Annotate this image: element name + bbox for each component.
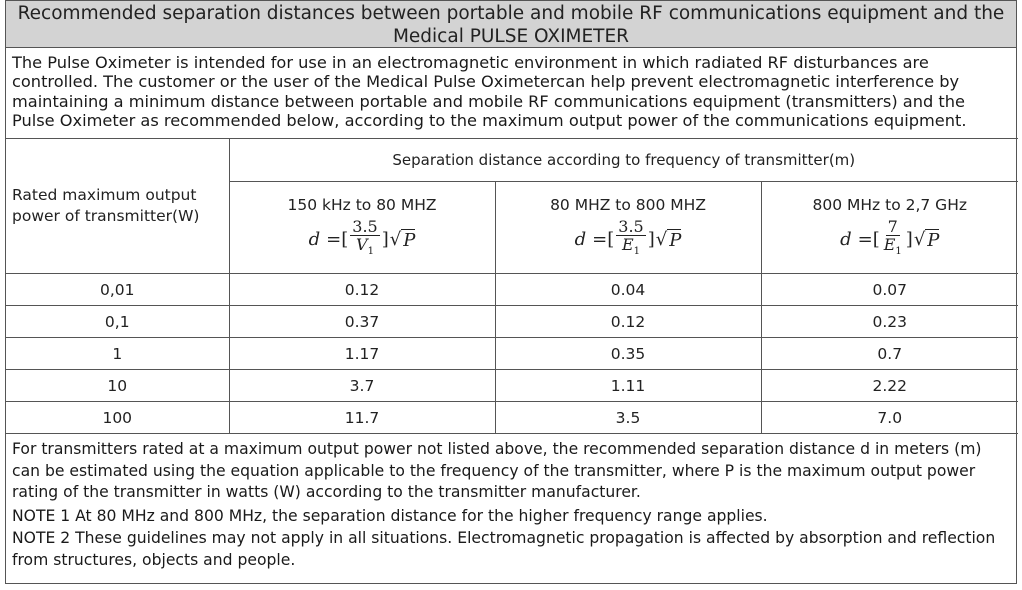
- formula-numerator: 3.5: [616, 217, 646, 237]
- distance-cell: 0.23: [760, 305, 1019, 338]
- power-column-header: Rated maximum output power of transmitte…: [6, 138, 230, 274]
- separation-distance-header: Separation distance according to frequen…: [228, 138, 1019, 182]
- formula-den-symbol: E: [883, 235, 896, 255]
- distance-cell: 1.11: [494, 369, 762, 402]
- frequency-band-header: 800 MHz to 2,7 GHz d =[7 E1] √ P: [760, 181, 1019, 274]
- power-cell: 10: [6, 369, 230, 402]
- table-body: 0,01 0.12 0.04 0.07 0,1 0.37 0.12 0.23 1 1.17 0.35…: [6, 273, 1019, 434]
- formula-den-subscript: 1: [633, 246, 641, 258]
- formula-d: d: [840, 229, 852, 250]
- note-1: NOTE 1 At 80 MHz and 800 MHz, the separa…: [12, 507, 768, 526]
- formula-d: d: [308, 229, 321, 250]
- distance-formula: d =[7 E1] √ P: [840, 218, 940, 260]
- distance-cell: 3.5: [494, 401, 762, 434]
- formula-numerator: 3.5: [350, 217, 380, 237]
- sqrt-symbol: √: [655, 229, 668, 250]
- frequency-band-label: 800 MHz to 2,7 GHz: [812, 196, 967, 215]
- formula-p: P: [925, 228, 940, 251]
- formula-p: P: [667, 228, 682, 251]
- frequency-band-header: 80 MHZ to 800 MHZ d =[3.5 E1] √ P: [494, 181, 762, 274]
- sqrt-symbol: √: [389, 229, 402, 250]
- distance-cell: 1.17: [228, 337, 496, 370]
- distance-cell: 0.37: [228, 305, 496, 338]
- formula-equals: =[: [857, 229, 880, 250]
- distance-cell: 0.12: [494, 305, 762, 338]
- sqrt-symbol: √: [913, 229, 926, 250]
- separation-distance-table: Rated maximum output power of transmitte…: [6, 138, 1019, 434]
- frequency-band-header: 150 kHz to 80 MHZ d =[3.5 V1] √ P: [228, 181, 496, 274]
- formula-den-symbol: E: [621, 235, 634, 255]
- formula-fraction: 7 E1: [882, 218, 904, 260]
- formula-equals: =[: [326, 229, 349, 250]
- formula-den-subscript: 1: [367, 246, 374, 258]
- notes-section: For transmitters rated at a maximum outp…: [12, 439, 1002, 571]
- power-cell: 1: [6, 337, 230, 370]
- distance-cell: 3.7: [228, 369, 496, 402]
- formula-denominator: E1: [620, 236, 642, 260]
- distance-cell: 11.7: [228, 401, 496, 434]
- frequency-band-row: 150 kHz to 80 MHZ d =[3.5 V1] √ P 80 MHZ to 80…: [6, 181, 1019, 274]
- table-row: 0,01 0.12 0.04 0.07: [6, 273, 1019, 306]
- formula-fraction: 3.5 E1: [616, 217, 646, 260]
- table-title: Recommended separation distances between…: [6, 1, 1016, 48]
- formula-fraction: 3.5 V1: [350, 217, 380, 260]
- power-cell: 0,1: [6, 305, 230, 338]
- power-cell: 0,01: [6, 273, 230, 306]
- formula-equals: =[: [592, 229, 615, 250]
- formula-den-symbol: V: [356, 235, 368, 255]
- distance-cell: 7.0: [760, 401, 1019, 434]
- distance-cell: 0.04: [494, 273, 762, 306]
- formula-p: P: [401, 228, 416, 251]
- formula-numerator: 7: [885, 217, 900, 237]
- document-frame: Recommended separation distances between…: [5, 0, 1019, 584]
- frequency-band-label: 80 MHZ to 800 MHZ: [550, 196, 706, 215]
- group-header-row: Rated maximum output power of transmitte…: [6, 138, 1019, 274]
- distance-cell: 0.7: [760, 337, 1019, 370]
- formula-denominator: V1: [354, 236, 376, 260]
- intro-paragraph: The Pulse Oximeter is intended for use i…: [12, 53, 967, 130]
- formula-close-bracket: ]: [381, 229, 389, 250]
- formula-close-bracket: ]: [647, 229, 655, 250]
- formula-denominator: E1: [882, 236, 904, 260]
- distance-cell: 2.22: [760, 369, 1019, 402]
- frequency-band-label: 150 kHz to 80 MHZ: [287, 196, 437, 215]
- table-row: 100 11.7 3.5 7.0: [6, 401, 1019, 434]
- formula-den-subscript: 1: [895, 246, 902, 258]
- formula-close-bracket: ]: [905, 229, 913, 250]
- table-row: 0,1 0.37 0.12 0.23: [6, 305, 1019, 338]
- distance-cell: 0.12: [228, 273, 496, 306]
- table-row: 10 3.7 1.11 2.22: [6, 369, 1019, 402]
- note-2: NOTE 2 These guidelines may not apply in…: [12, 528, 996, 569]
- distance-formula: d =[3.5 E1] √ P: [575, 218, 682, 260]
- distance-cell: 0.07: [760, 273, 1019, 306]
- table-row: 1 1.17 0.35 0.7: [6, 337, 1019, 370]
- power-cell: 100: [6, 401, 230, 434]
- estimation-paragraph: For transmitters rated at a maximum outp…: [12, 440, 982, 502]
- distance-formula: d =[3.5 V1] √ P: [309, 218, 416, 260]
- formula-d: d: [574, 229, 587, 250]
- distance-cell: 0.35: [494, 337, 762, 370]
